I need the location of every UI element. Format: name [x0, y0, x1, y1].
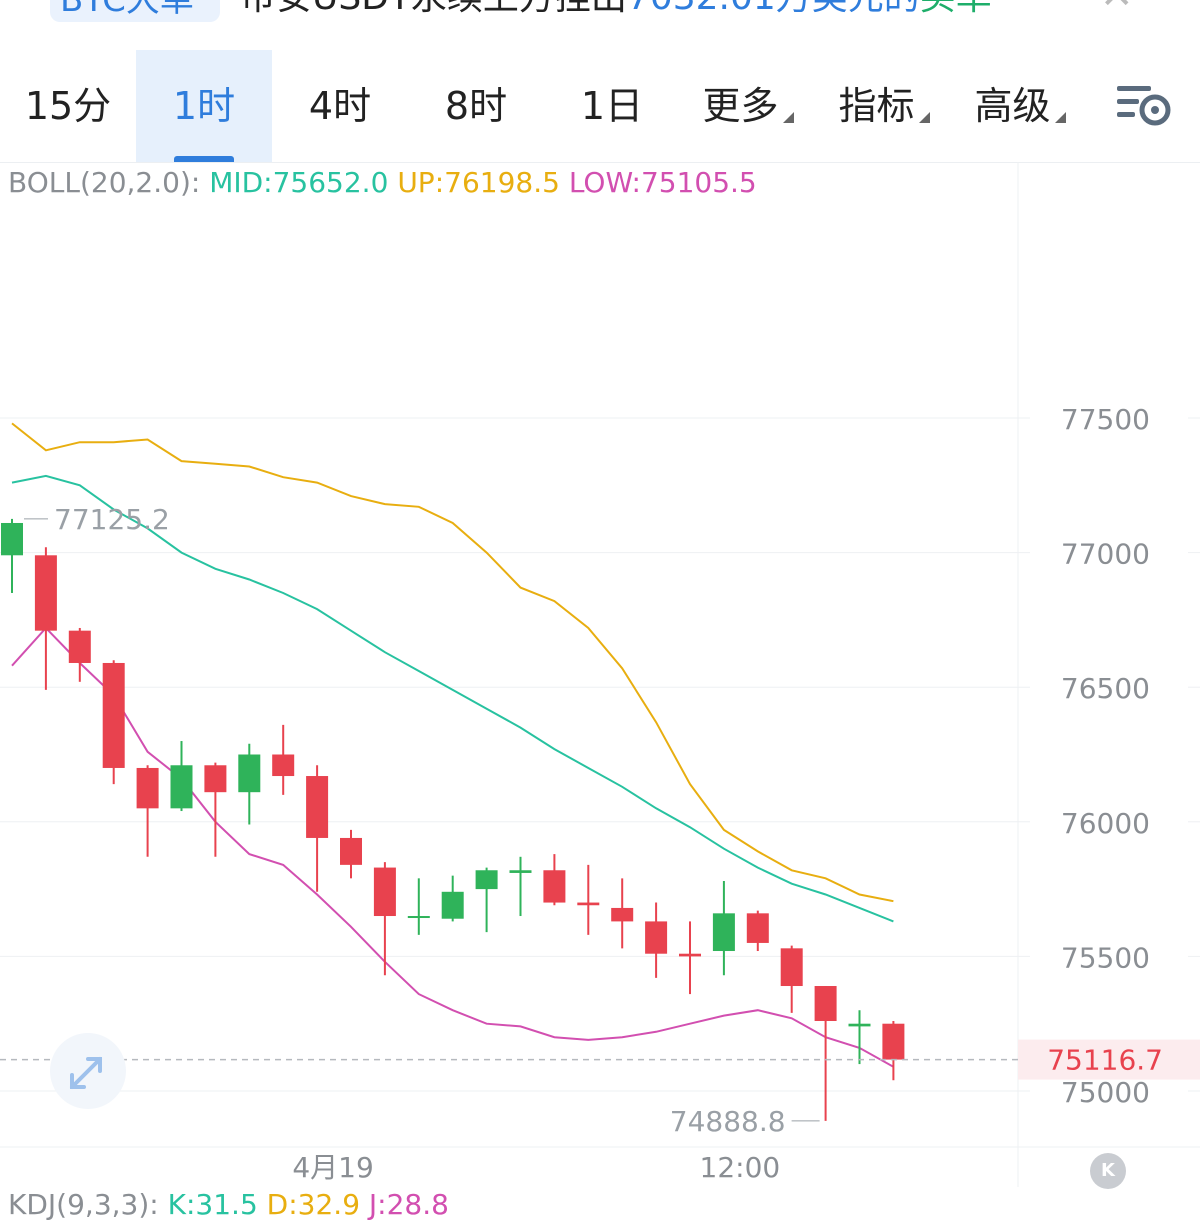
candle-body [204, 765, 227, 793]
tab-15m[interactable]: 15分 [0, 50, 136, 162]
tab-label: 指标 [838, 84, 915, 128]
x-tick-label: 4月19 [292, 1151, 373, 1184]
boll-upper-line [11, 422, 894, 903]
boll-low: LOW:75105.5 [568, 166, 757, 199]
candle-body [272, 754, 295, 777]
candle-body [1, 522, 23, 556]
price-chart[interactable]: 77500 77000 76500 76000 75500 75000 4月19 12:00 7… [0, 162, 1200, 1187]
kdj-name: KDJ(9,3,3): [8, 1188, 159, 1221]
boll-up: UP:76198.5 [397, 166, 560, 199]
candle-body [340, 837, 362, 865]
y-tick-label: 75000 [1061, 1076, 1150, 1109]
candle-body [441, 891, 464, 919]
tab-indicators[interactable]: 指标 [816, 50, 952, 162]
candle-body [68, 630, 91, 663]
tab-label: 1日 [580, 84, 644, 128]
boll-mid: MID:75652.0 [209, 166, 389, 199]
candle-body [611, 907, 634, 922]
timeframe-tabbar: 15分 1时 4时 8时 1日 更多 指标 高级 [0, 50, 1200, 163]
news-prefix: 币安USDT永续上方挂出 [240, 0, 627, 18]
news-amount: 7032.01万美元的 [627, 0, 920, 18]
x-tick-label: 12:00 [700, 1151, 781, 1184]
chart-settings-icon[interactable] [1115, 80, 1175, 130]
expand-chart-button[interactable] [50, 1033, 126, 1109]
kdj-legend: KDJ(9,3,3): K:31.5 D:32.9 J:28.8 [8, 1188, 449, 1221]
candle-body [882, 1023, 905, 1060]
candle-body [577, 902, 600, 906]
close-icon[interactable]: ✕ [1100, 0, 1134, 18]
tab-advanced[interactable]: 高级 [952, 50, 1088, 162]
candle-body [475, 870, 498, 890]
kdj-d: D:32.9 [266, 1188, 361, 1221]
news-badge: BTC大单 [50, 0, 220, 22]
boll-lower-line [11, 626, 894, 1068]
candle-body [780, 948, 803, 987]
tab-label: 更多 [702, 84, 779, 128]
tab-4h[interactable]: 4时 [272, 50, 408, 162]
candle-body [679, 953, 701, 957]
dropdown-triangle-icon [918, 112, 930, 123]
y-tick-label: 75500 [1061, 941, 1150, 974]
tab-label: 4时 [308, 84, 372, 128]
high-marker-label: 77125.2 [54, 503, 170, 536]
tab-label: 1时 [172, 84, 236, 128]
candle-body [645, 921, 668, 954]
kdj-k: K:31.5 [167, 1188, 258, 1221]
boll-mid-line [11, 474, 894, 923]
candle-body [543, 870, 566, 903]
kdj-j: J:28.8 [368, 1188, 449, 1221]
candle-body [746, 913, 769, 943]
candle-body [170, 765, 193, 809]
dropdown-triangle-icon [782, 112, 794, 123]
y-tick-label: 77000 [1061, 538, 1150, 571]
candle-body [848, 1023, 871, 1027]
boll-name: BOLL(20,2.0): [8, 166, 201, 199]
candle-body [373, 867, 396, 917]
candle-body [509, 870, 532, 873]
tab-label: 高级 [974, 84, 1051, 128]
tab-1d[interactable]: 1日 [544, 50, 680, 162]
y-tick-label: 77500 [1061, 403, 1150, 436]
tab-more[interactable]: 更多 [680, 50, 816, 162]
tab-label: 8时 [444, 84, 508, 128]
y-tick-label: 76000 [1061, 807, 1150, 840]
candle-body [34, 555, 57, 631]
news-suffix: 买单 [920, 0, 992, 18]
low-marker-label: 74888.8 [670, 1105, 786, 1138]
boll-legend: BOLL(20,2.0): MID:75652.0 UP:76198.5 LOW… [8, 166, 757, 199]
candle-body [407, 916, 430, 919]
tab-label: 15分 [24, 84, 112, 128]
candle-body [814, 986, 837, 1022]
news-text: 币安USDT永续上方挂出7032.01万美元的买单 [240, 0, 992, 20]
candle-body [136, 767, 159, 809]
news-ticker[interactable]: BTC大单 币安USDT永续上方挂出7032.01万美元的买单 ✕ [0, 0, 1200, 26]
y-tick-label: 76500 [1061, 672, 1150, 705]
tab-1h[interactable]: 1时 [136, 50, 272, 162]
expand-icon [70, 1057, 102, 1089]
last-price-label: 75116.7 [1047, 1044, 1163, 1077]
candle-body [238, 754, 261, 793]
candle-body [102, 662, 125, 768]
active-indicator [174, 156, 234, 162]
candle-body [712, 913, 735, 952]
candle-body [306, 776, 329, 838]
last-price-tag [1018, 1039, 1200, 1080]
tab-8h[interactable]: 8时 [408, 50, 544, 162]
dropdown-triangle-icon [1054, 112, 1066, 123]
kline-switch-button[interactable]: K [1090, 1153, 1126, 1189]
